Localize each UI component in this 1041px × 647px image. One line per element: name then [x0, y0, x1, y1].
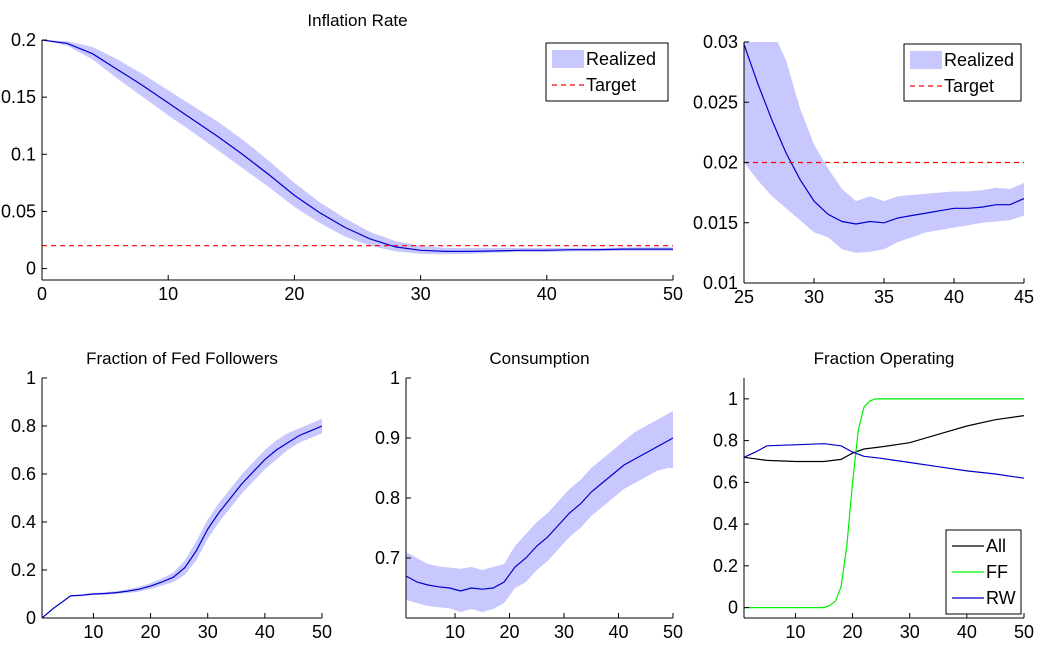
x-tick-label: 40: [944, 287, 964, 307]
chart-title: Consumption: [489, 349, 589, 368]
y-tick-label: 0.9: [375, 428, 400, 448]
chart-consumption: 10 20 30 40 50 0.7 0.8 0.9 1 Consumption: [375, 349, 683, 642]
series-realized-line: [42, 40, 673, 252]
series-all-line: [744, 415, 1024, 463]
y-tick-label: 0: [26, 259, 36, 279]
x-tick-label: 10: [445, 622, 465, 642]
x-tick-label: 20: [284, 284, 304, 304]
series-realized-line: [744, 44, 1024, 225]
chart-fraction_operating: 10 20 30 40 50 0 0.2 0.4 0.6 0.8 1 Fraction Operati…: [713, 349, 1034, 642]
x-tick-label: 20: [141, 622, 161, 642]
plot-area: [744, 398, 1024, 609]
series-fed_followers-band: [42, 418, 322, 618]
legend: Realized Target: [903, 43, 1022, 102]
x-tick-label: 50: [1014, 622, 1034, 642]
x-tick-label: 30: [554, 622, 574, 642]
y-tick-label: 1: [390, 368, 400, 388]
legend-label-target: Target: [944, 76, 994, 96]
x-tick-label: 25: [734, 287, 754, 307]
y-tick-label: 1: [728, 389, 738, 409]
x-tick-label: 40: [255, 622, 275, 642]
plot-area: [406, 411, 673, 612]
y-tick-label: 0.05: [1, 201, 36, 221]
x-tick-label: 45: [1014, 287, 1034, 307]
x-tick-label: 10: [785, 622, 805, 642]
x-tick-label: 20: [500, 622, 520, 642]
x-tick-label: 50: [312, 622, 332, 642]
x-tick-label: 20: [843, 622, 863, 642]
y-tick-label: 0.15: [1, 87, 36, 107]
series-ff-line: [744, 398, 1024, 609]
x-tick-label: 30: [411, 284, 431, 304]
chart-inflation_full: 0 10 20 30 40 50 0 0.05 0.1 0.15 0.2 Inflation Rate…: [1, 11, 683, 304]
x-tick-label: 40: [957, 622, 977, 642]
chart-title: Fraction Operating: [814, 349, 955, 368]
y-tick-label: 0.02: [703, 153, 738, 173]
series-consumption-band: [406, 411, 673, 612]
x-tick-label: 10: [158, 284, 178, 304]
series-rw-line: [744, 443, 1024, 479]
legend-label-all: All: [986, 536, 1006, 556]
y-tick-label: 0.2: [713, 556, 738, 576]
chart-title: Fraction of Fed Followers: [86, 349, 278, 368]
x-tick-label: 40: [608, 622, 628, 642]
x-tick-label: 50: [663, 622, 683, 642]
chart-inflation_zoom: 25 30 35 40 45 0.01 0.015 0.02 0.025 0.03 Realized…: [693, 32, 1034, 307]
series-fed_followers-line: [42, 425, 322, 618]
legend-label-ff: FF: [986, 562, 1008, 582]
y-tick-label: 0.6: [11, 464, 36, 484]
legend-label-realized: Realized: [944, 50, 1014, 70]
plot-area: [42, 40, 673, 255]
x-tick-label: 0: [37, 284, 47, 304]
y-tick-label: 0.8: [11, 416, 36, 436]
y-tick-label: 0.01: [703, 273, 738, 293]
legend-label-rw: RW: [986, 588, 1016, 608]
y-tick-label: 0: [728, 598, 738, 618]
y-tick-label: 0: [26, 608, 36, 628]
legend-label-realized: Realized: [586, 49, 656, 69]
y-tick-label: 0.7: [375, 548, 400, 568]
x-tick-label: 30: [804, 287, 824, 307]
y-tick-label: 0.4: [713, 514, 738, 534]
x-tick-label: 40: [537, 284, 557, 304]
legend: Realized Target: [545, 42, 669, 102]
y-tick-label: 0.025: [693, 92, 738, 112]
y-tick-label: 0.1: [11, 144, 36, 164]
series-consumption-line: [406, 437, 673, 592]
y-tick-label: 0.6: [713, 472, 738, 492]
y-tick-label: 0.8: [375, 488, 400, 508]
y-tick-label: 0.8: [713, 431, 738, 451]
chart-title: Inflation Rate: [307, 11, 407, 30]
y-tick-label: 1: [26, 368, 36, 388]
legend-swatch-realized: [552, 50, 584, 68]
x-tick-label: 35: [874, 287, 894, 307]
legend-label-target: Target: [586, 75, 636, 95]
y-tick-label: 0.03: [703, 32, 738, 52]
plot-area: [42, 418, 322, 618]
y-tick-label: 0.4: [11, 512, 36, 532]
x-tick-label: 30: [198, 622, 218, 642]
x-tick-label: 30: [900, 622, 920, 642]
plot-area: [744, 42, 1024, 253]
y-tick-label: 0.015: [693, 213, 738, 233]
x-tick-label: 10: [83, 622, 103, 642]
x-tick-label: 50: [663, 284, 683, 304]
legend: All FF RW: [945, 529, 1022, 615]
legend-swatch-realized: [910, 51, 942, 69]
chart-fed_followers: 10 20 30 40 50 0 0.2 0.4 0.6 0.8 1 Fraction of Fed …: [11, 349, 332, 642]
y-tick-label: 0.2: [11, 560, 36, 580]
y-tick-label: 0.2: [11, 30, 36, 50]
